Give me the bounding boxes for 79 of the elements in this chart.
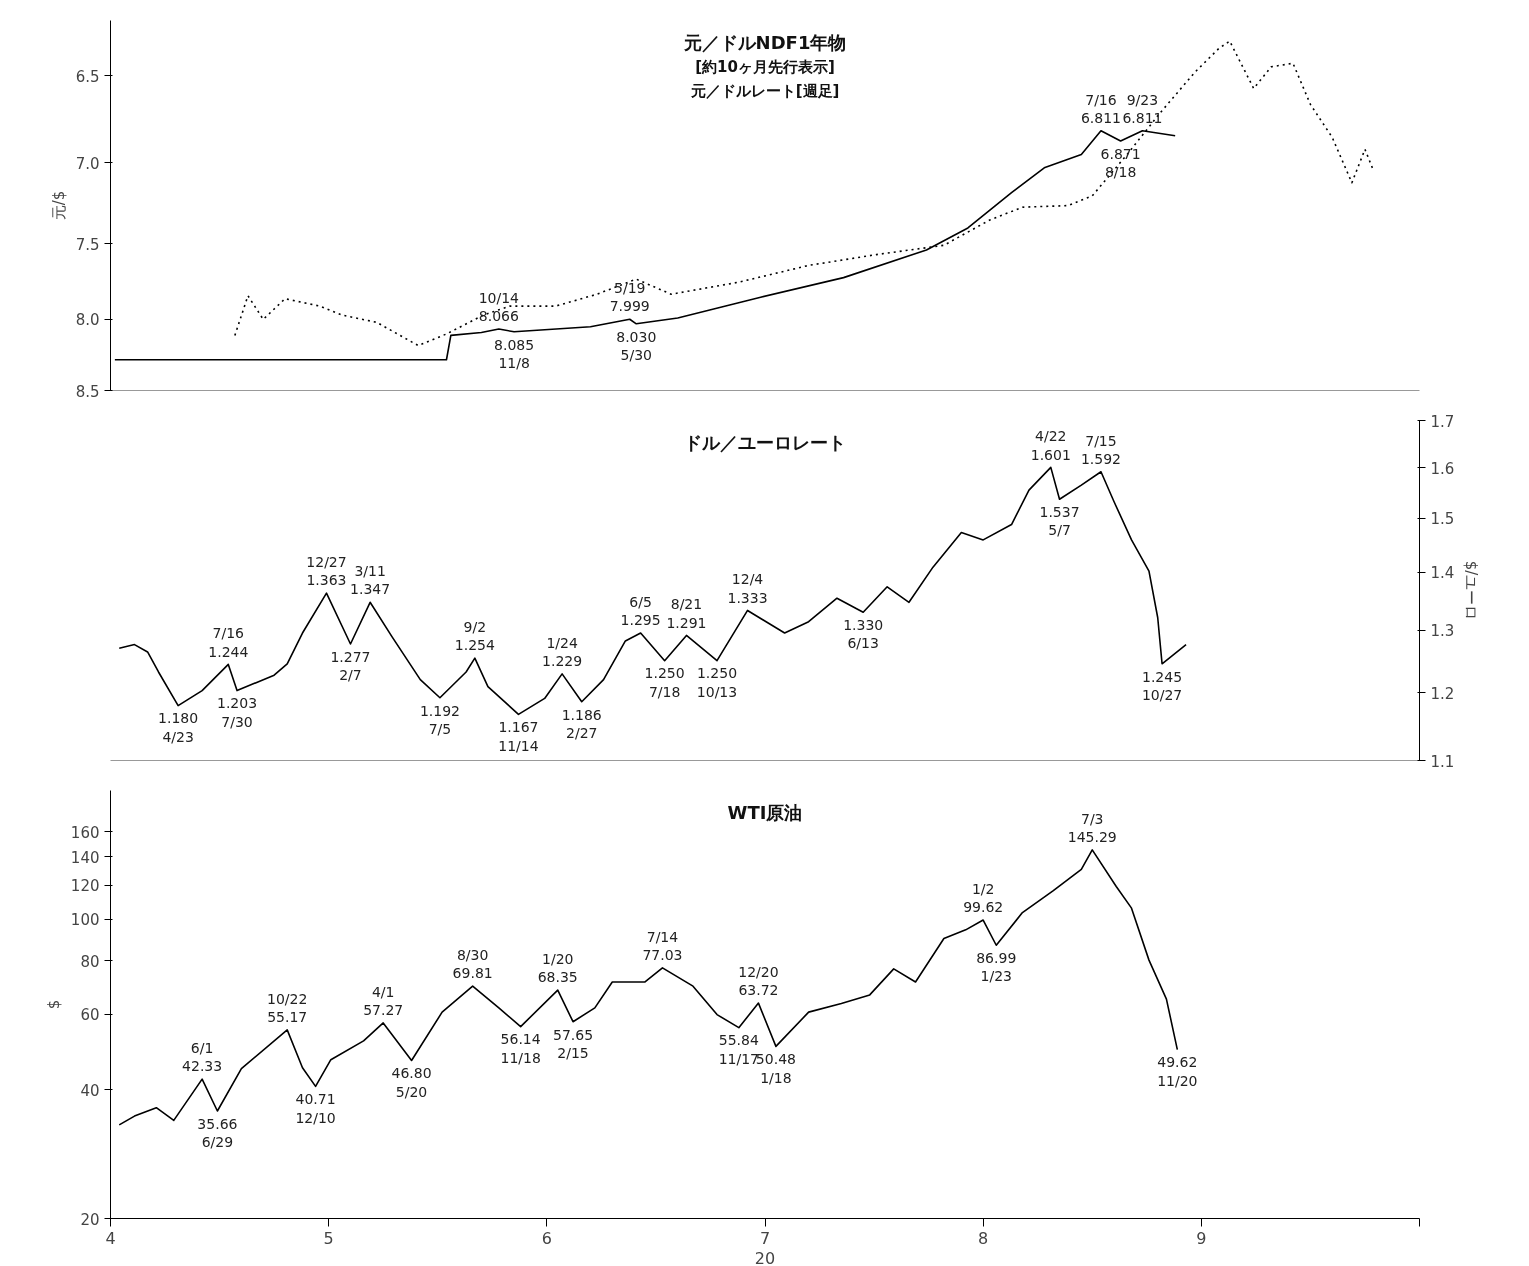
y-tick-label: 20 — [80, 1210, 100, 1229]
annotation: 1.203 7/30 — [217, 695, 258, 730]
annotation: 1.277 2/7 — [330, 648, 371, 684]
annotation: 1.180 4/23 — [158, 710, 199, 745]
annotation: 4/1 57.27 — [363, 983, 404, 1019]
annotation: 9/2 1.254 — [454, 618, 495, 654]
x-tick-label: 7 — [759, 1228, 771, 1248]
annotation: 7/14 77.03 — [642, 928, 683, 964]
annotation: 49.62 11/20 — [1157, 1054, 1198, 1089]
annotation: 1.192 7/5 — [419, 702, 460, 737]
y-axis-title: 元/$ — [49, 190, 68, 221]
y-tick-label: 6.5 — [75, 67, 100, 86]
annotation: 7/16 6.811 — [1080, 91, 1122, 126]
x-axis-title: 20 — [754, 1248, 776, 1266]
annotation: 3/11 1.347 — [350, 563, 391, 598]
y-tick-label: 160 — [70, 823, 100, 842]
y-tick-label: 40 — [80, 1081, 100, 1100]
y-tick-label: 1.1 — [1430, 752, 1455, 771]
annotation: 5/19 7.999 — [609, 280, 650, 315]
annotation: 1/20 68.35 — [537, 950, 578, 986]
annotation: 1/24 1.229 — [542, 634, 583, 670]
y-tick-label: 80 — [80, 952, 100, 971]
annotation: 8/21 1.291 — [666, 596, 707, 631]
annotation: 7/3 145.29 — [1067, 810, 1117, 846]
x-tick-label: 5 — [323, 1228, 334, 1248]
annotation: 1.245 10/27 — [1141, 668, 1183, 703]
annotation: 4/22 1.601 — [1030, 428, 1071, 463]
annotation: 1.167 11/14 — [498, 719, 539, 754]
annotation: ドル／ユーロレート — [684, 432, 846, 453]
annotation: 10/14 8.066 — [478, 289, 520, 325]
y-tick-label: 60 — [80, 1006, 100, 1025]
annotation: 8/30 69.81 — [452, 946, 493, 982]
x-tick-label: 8 — [978, 1228, 989, 1248]
y-tick-label: 100 — [70, 911, 100, 930]
x-tick-label: 9 — [1196, 1228, 1207, 1248]
annotation: 35.66 6/29 — [197, 1115, 238, 1151]
annotation: 1.186 2/27 — [561, 706, 602, 741]
y-tick-label: 8.0 — [75, 311, 100, 330]
y-tick-label: 1.3 — [1430, 622, 1455, 641]
y-tick-label: 120 — [70, 877, 100, 896]
annotation: 12/4 1.333 — [727, 571, 768, 606]
annotation: 10/22 55.17 — [267, 990, 308, 1026]
y-tick-label: 1.7 — [1430, 412, 1455, 431]
y-tick-label: 140 — [70, 848, 100, 867]
annotation: 1.330 6/13 — [843, 617, 884, 652]
annotation: 1.537 5/7 — [1039, 504, 1080, 539]
annotation: 7/16 1.244 — [208, 625, 249, 660]
annotation: [約10ヶ月先行表示] — [695, 57, 835, 76]
y-tick-label: 8.5 — [75, 382, 100, 401]
annotation: 6.871 8/18 — [1100, 145, 1141, 181]
annotation: 1.250 10/13 — [696, 665, 738, 700]
annotation: 元／ドルレート[週足] — [689, 81, 840, 100]
x-tick-label: 4 — [105, 1228, 116, 1248]
annotation: WTI原油 — [727, 802, 803, 823]
annotation: 8.085 11/8 — [494, 336, 535, 371]
annotation: 46.80 5/20 — [391, 1065, 432, 1100]
y-tick-label: 1.2 — [1430, 684, 1455, 703]
annotation: 1/2 99.62 — [963, 880, 1004, 916]
annotation: 元／ドルNDF1年物 — [682, 32, 847, 53]
annotation: 12/27 1.363 — [306, 553, 347, 589]
annotation: 8.030 5/30 — [616, 328, 657, 363]
x-tick-label: 6 — [541, 1228, 552, 1248]
y-tick-label: 1.5 — [1430, 510, 1455, 529]
annotation: 86.99 1/23 — [976, 950, 1017, 985]
y-axis-title: $/ユーロ — [1462, 560, 1481, 621]
y-tick-label: 1.4 — [1430, 564, 1455, 583]
annotation: 6/1 42.33 — [182, 1039, 223, 1075]
y-tick-label: 1.6 — [1430, 459, 1455, 478]
y-axis-title: $ — [44, 999, 63, 1010]
annotation: 7/15 1.592 — [1080, 432, 1122, 467]
annotation: 12/20 63.72 — [738, 963, 779, 999]
y-tick-label: 7.0 — [75, 154, 100, 173]
annotation: 57.65 2/15 — [552, 1026, 594, 1061]
annotation: 40.71 12/10 — [295, 1091, 336, 1126]
annotation: 1.250 7/18 — [644, 665, 685, 700]
annotation: 9/23 6.811 — [1122, 91, 1163, 126]
annotation: 56.14 11/18 — [500, 1031, 541, 1066]
annotation: 6/5 1.295 — [620, 593, 661, 629]
y-tick-label: 7.5 — [75, 235, 100, 254]
